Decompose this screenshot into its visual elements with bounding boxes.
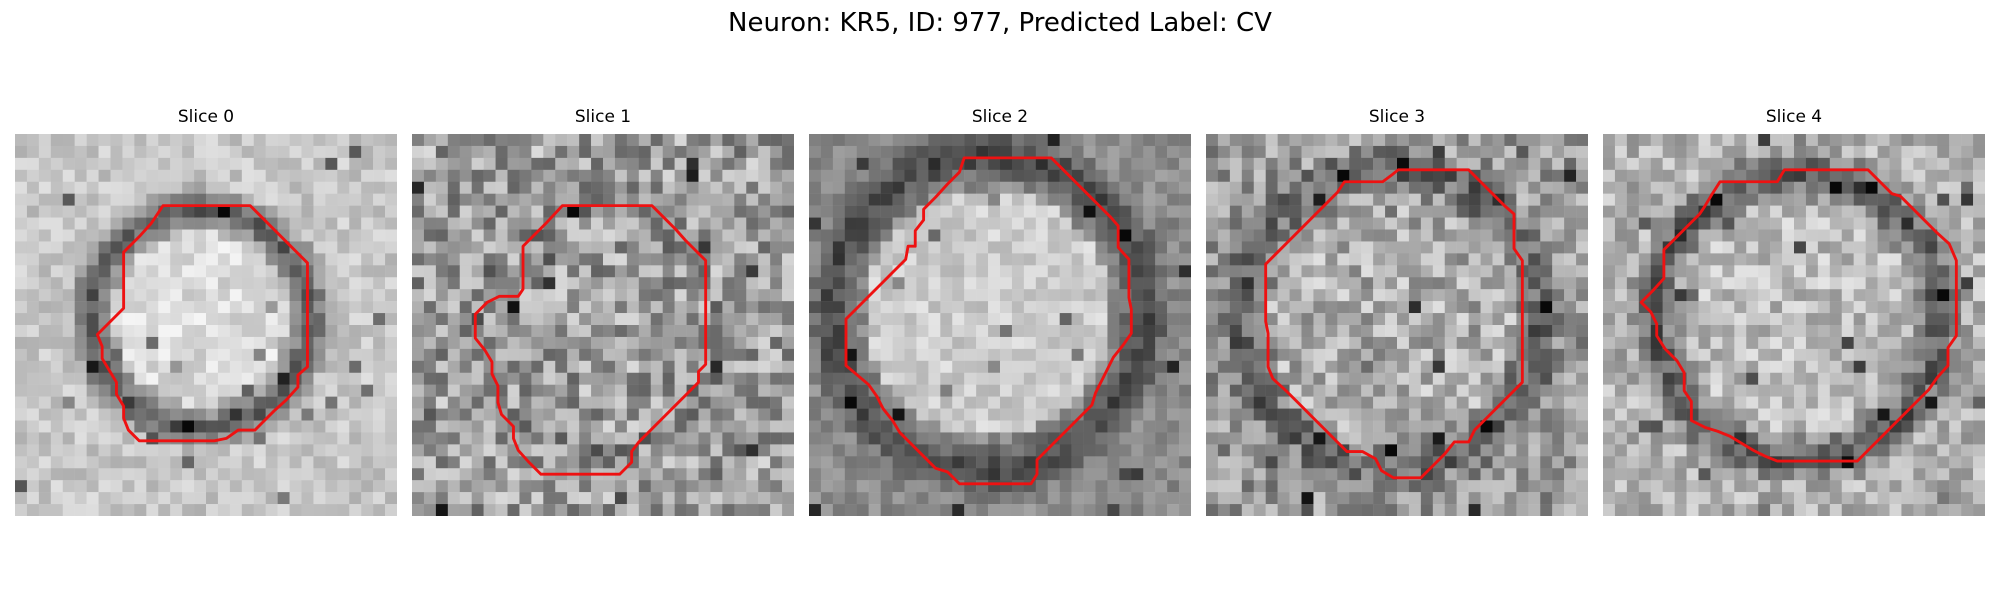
slice-panel-4: Slice 4 xyxy=(1603,106,1985,516)
slice-title-2: Slice 2 xyxy=(971,107,1029,127)
slice-title-3: Slice 3 xyxy=(1368,107,1426,127)
contour-4 xyxy=(1639,168,1958,463)
slice-panel-1: Slice 1 xyxy=(412,106,794,516)
slice-title-0: Slice 0 xyxy=(177,107,235,127)
slice-pixels-1 xyxy=(412,134,794,516)
slice-pixels-0 xyxy=(15,134,397,516)
slice-panel-0: Slice 0 xyxy=(15,106,397,516)
contour-3 xyxy=(1264,168,1524,480)
slice-image-1 xyxy=(412,134,794,516)
slice-panel-3: Slice 3 xyxy=(1206,106,1588,516)
slice-image-3 xyxy=(1206,134,1588,516)
contour-2 xyxy=(844,156,1133,486)
contour-1 xyxy=(473,204,708,476)
contour-0 xyxy=(95,204,309,443)
slice-pixels-3 xyxy=(1206,134,1588,516)
slice-pixels-4 xyxy=(1603,134,1985,516)
slice-image-2 xyxy=(809,134,1191,516)
slice-title-1: Slice 1 xyxy=(574,107,632,127)
slice-panel-2: Slice 2 xyxy=(809,106,1191,516)
slice-image-0 xyxy=(15,134,397,516)
slice-image-4 xyxy=(1603,134,1985,516)
figure-title: Neuron: KR5, ID: 977, Predicted Label: C… xyxy=(728,8,1272,38)
slice-pixels-2 xyxy=(809,134,1191,516)
slice-title-4: Slice 4 xyxy=(1765,107,1823,127)
